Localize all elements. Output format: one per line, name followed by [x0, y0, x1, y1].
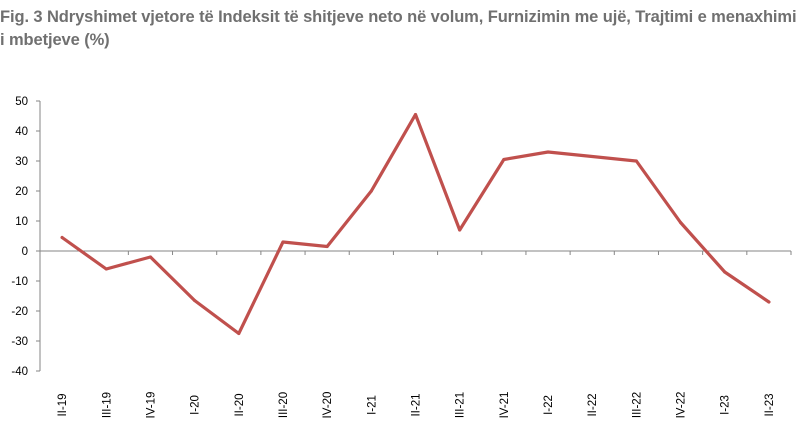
- x-tick-label: II-23: [764, 393, 776, 416]
- data-point: [281, 240, 285, 244]
- x-tick-label: II-21: [411, 393, 423, 416]
- data-point: [104, 267, 108, 271]
- data-point: [325, 245, 329, 248]
- y-axis: 50 40 30 20 10 0 -10 -20 -30 -40: [11, 96, 41, 378]
- y-tick-label: 20: [15, 186, 28, 198]
- data-point: [546, 150, 550, 154]
- x-tick-label: III-22: [631, 392, 643, 418]
- data-point: [237, 332, 241, 335]
- x-axis: II-19 III-19 IV-19 I-20 II-20 III-20 IV-20 I-21…: [39, 250, 792, 419]
- y-tick-label: 0: [22, 246, 28, 258]
- y-tick-label: -10: [11, 276, 28, 288]
- series-layer: [60, 112, 771, 336]
- data-point: [414, 113, 417, 116]
- data-point: [148, 255, 152, 259]
- data-point: [590, 155, 594, 158]
- x-tick-label: I-21: [366, 395, 378, 415]
- x-tick-label: II-22: [587, 393, 599, 416]
- data-point: [60, 236, 64, 239]
- x-tick-label: III-19: [101, 392, 113, 418]
- x-tick-label: IV-21: [499, 392, 511, 419]
- data-point: [723, 270, 727, 274]
- x-tick-label: I-23: [720, 395, 732, 415]
- x-tick-label: IV-20: [322, 392, 334, 419]
- data-point: [679, 221, 683, 224]
- data-point: [767, 300, 771, 304]
- y-tick-label: 10: [15, 216, 28, 228]
- y-tick-label: -20: [11, 306, 28, 318]
- series-line: [60, 112, 771, 336]
- x-tick-label: II-20: [234, 393, 246, 416]
- y-tick-label: 50: [15, 96, 28, 108]
- chart-title: Fig. 3 Ndryshimet vjetore të Indeksit të…: [0, 8, 797, 49]
- data-point: [458, 228, 462, 232]
- x-tick-label: III-21: [455, 392, 467, 418]
- x-tick-label: IV-19: [145, 392, 157, 419]
- y-tick-label: 30: [15, 156, 28, 168]
- data-point: [502, 158, 506, 161]
- x-tick-label: I-20: [190, 395, 202, 415]
- y-tick-label: -30: [11, 336, 28, 348]
- data-point: [634, 159, 638, 163]
- data-point: [369, 189, 373, 193]
- x-tick-label: IV-22: [676, 392, 688, 419]
- x-tick-label: I-22: [543, 395, 555, 415]
- x-tick-label: III-20: [278, 392, 290, 418]
- y-tick-label: -40: [11, 366, 28, 378]
- data-point: [193, 299, 197, 302]
- x-tick-label: II-19: [57, 393, 69, 416]
- y-tick-label: 40: [15, 126, 28, 138]
